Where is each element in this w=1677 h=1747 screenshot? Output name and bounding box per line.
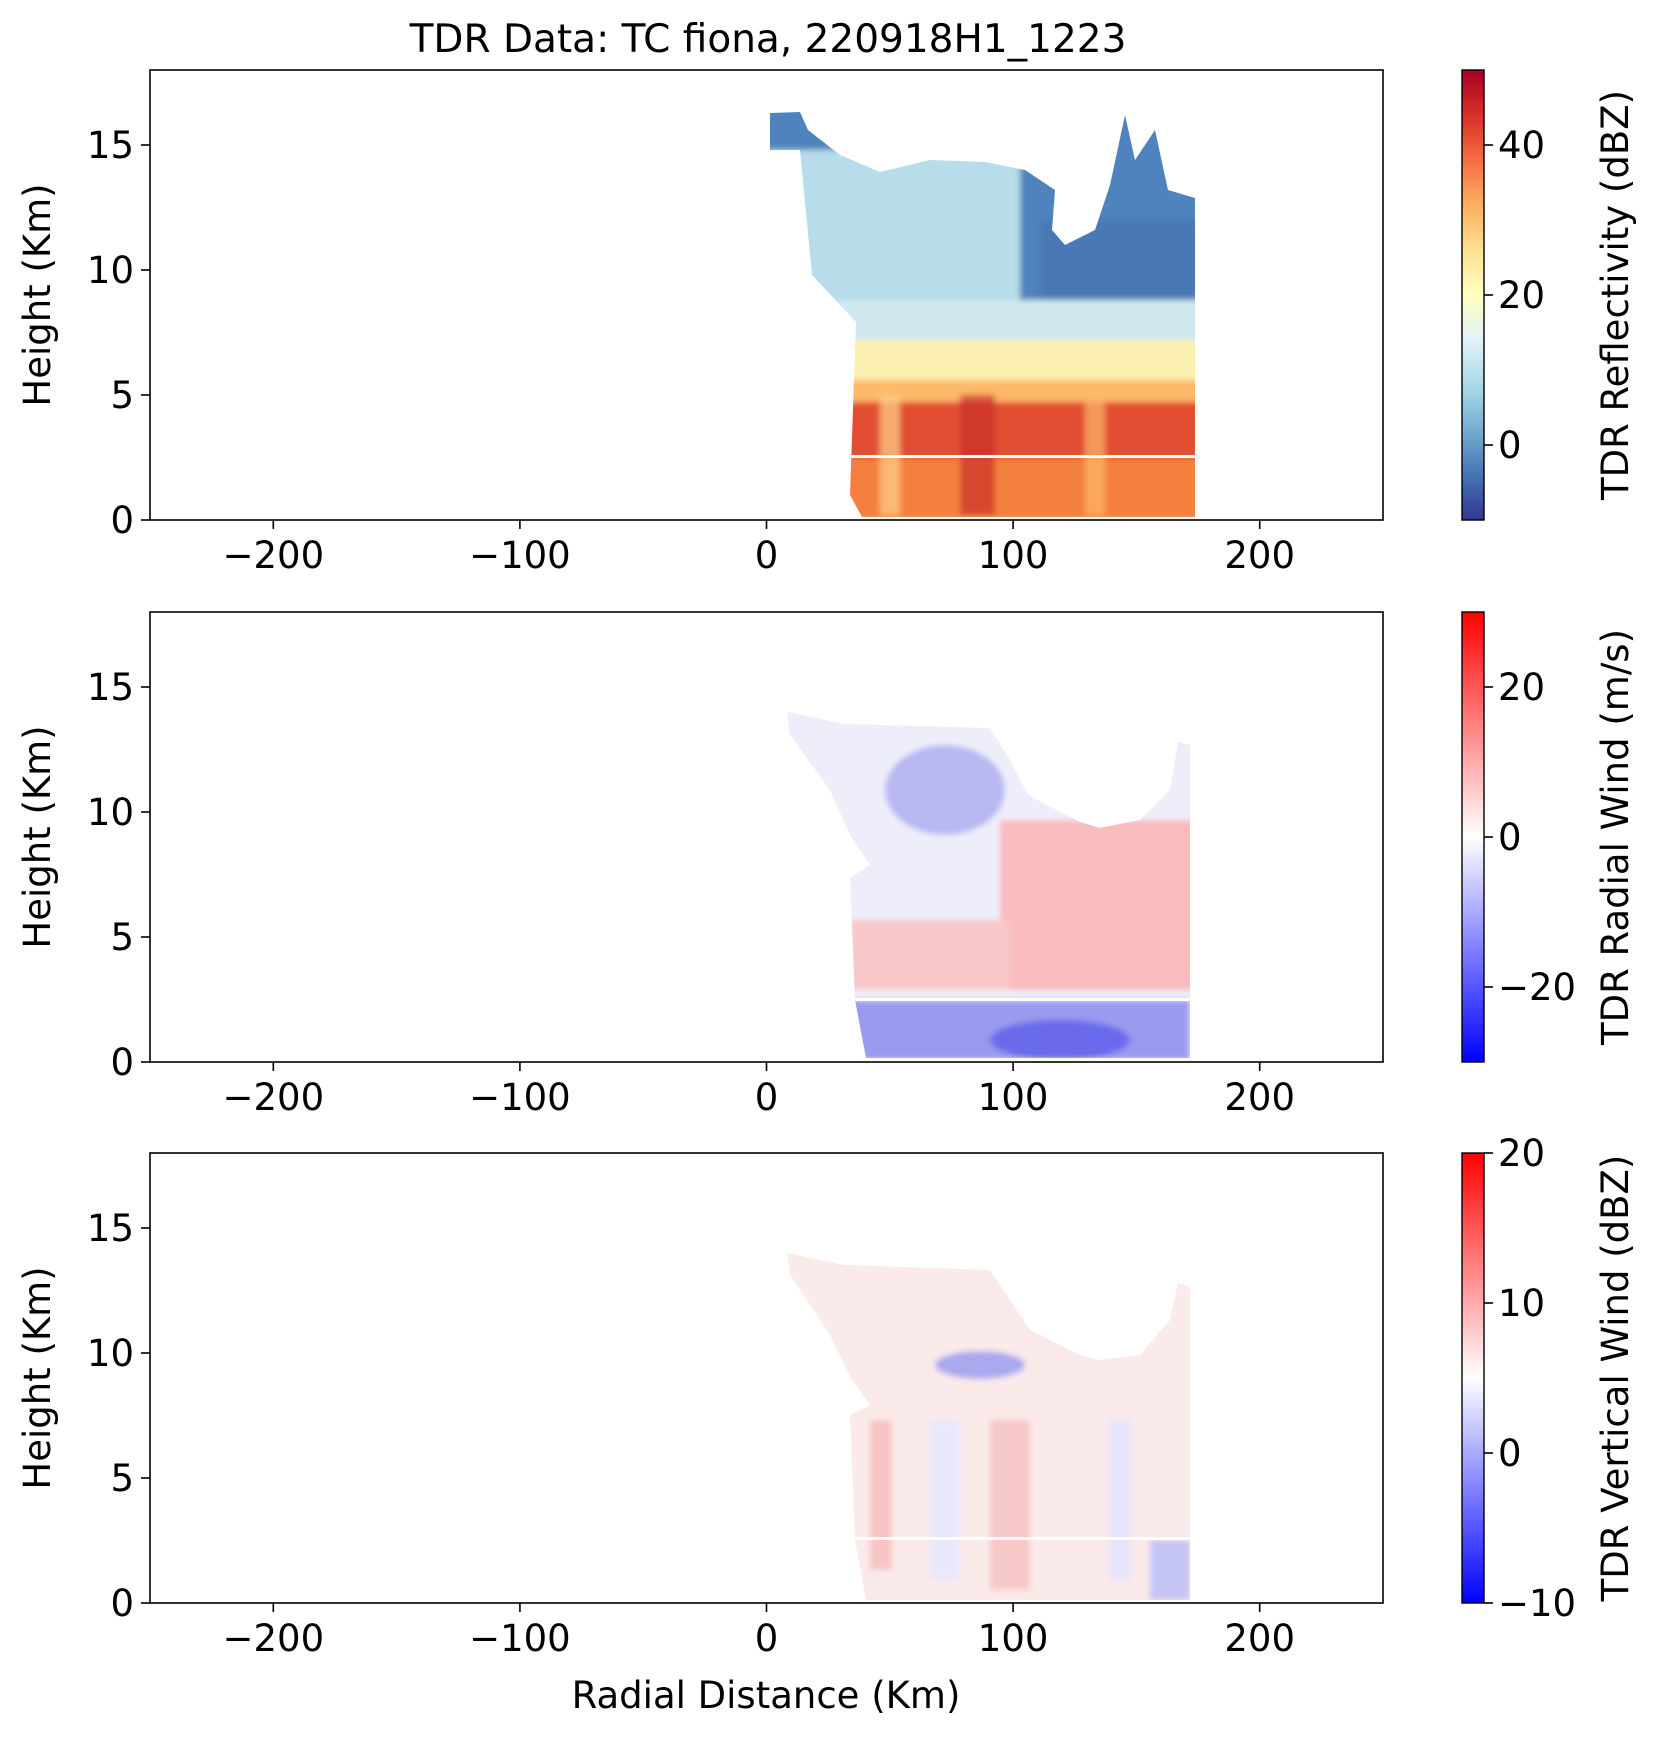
y-axis-label: Height (Km)	[16, 1266, 59, 1489]
x-tick-label: 0	[755, 1076, 779, 1119]
radial-wind-field	[787, 712, 1190, 1058]
x-tick-label: −200	[222, 1076, 324, 1119]
colorbar-label: TDR Radial Wind (m/s)	[1594, 629, 1637, 1046]
x-axis-label: Radial Distance (Km)	[572, 1674, 961, 1717]
y-tick-label: 0	[110, 1582, 134, 1625]
x-tick-label: 0	[755, 534, 779, 577]
y-tick-label: 10	[87, 249, 134, 292]
y-tick-label: 5	[110, 1457, 134, 1500]
y-tick-label: 0	[110, 1041, 134, 1084]
axes-ticks: −200 −100 0 100 200 0 5 10 15	[87, 1207, 1295, 1660]
y-tick-label: 15	[87, 666, 134, 709]
y-axis-label: Height (Km)	[16, 183, 59, 406]
colorbar-tick-label: 0	[1498, 1432, 1522, 1475]
x-tick-label: −200	[222, 1617, 324, 1660]
x-tick-label: 100	[978, 1076, 1049, 1119]
colorbar-tick-label: 0	[1498, 816, 1522, 859]
colorbar-tick-label: 20	[1498, 274, 1545, 317]
y-tick-label: 0	[110, 499, 134, 542]
colorbar-tick-label: −20	[1498, 966, 1576, 1009]
colorbar-tick-label: 20	[1498, 1132, 1545, 1175]
y-tick-label: 15	[87, 124, 134, 167]
plot-frame	[149, 69, 1384, 521]
y-tick-label: 10	[87, 791, 134, 834]
x-tick-label: 100	[978, 1617, 1049, 1660]
axes-ticks: −200 −100 0 100 200 0 5 10 15	[87, 666, 1295, 1119]
colorbar-vertical-wind: −10 0 10 20	[1461, 1132, 1576, 1625]
colorbar-label: TDR Vertical Wind (dBZ)	[1594, 1155, 1637, 1603]
x-tick-label: −100	[469, 1076, 571, 1119]
y-tick-label: 10	[87, 1332, 134, 1375]
x-tick-label: 100	[978, 534, 1049, 577]
colorbar-tick-label: 40	[1498, 124, 1545, 167]
figure-title: TDR Data: TC fiona, 220918H1_1223	[409, 17, 1127, 62]
x-tick-label: −100	[469, 1617, 571, 1660]
x-tick-label: 200	[1224, 1076, 1295, 1119]
y-tick-label: 5	[110, 374, 134, 417]
colorbar-tick-label: 20	[1498, 666, 1545, 709]
x-tick-label: −200	[222, 534, 324, 577]
colorbar-tick-label: −10	[1498, 1582, 1576, 1625]
y-tick-label: 5	[110, 916, 134, 959]
colorbar-label: TDR Reflectivity (dBZ)	[1594, 90, 1637, 501]
colorbar-tick-label: 10	[1498, 1282, 1545, 1325]
colorbar-radial-wind: −20 0 20	[1461, 611, 1576, 1063]
y-axis-label: Height (Km)	[16, 725, 59, 948]
reflectivity-field	[770, 112, 1195, 517]
x-tick-label: 0	[755, 1617, 779, 1660]
plot-frame	[149, 1152, 1384, 1604]
axes-ticks: −200 −100 0 100 200 0 5 10 15	[87, 124, 1295, 577]
vertical-wind-field	[787, 1253, 1190, 1600]
x-tick-label: 200	[1224, 1617, 1295, 1660]
colorbar-reflectivity: 0 20 40	[1461, 69, 1545, 521]
x-tick-label: 200	[1224, 534, 1295, 577]
plot-frame	[149, 611, 1384, 1063]
colorbar-tick-label: 0	[1498, 424, 1522, 467]
y-tick-label: 15	[87, 1207, 134, 1250]
x-tick-label: −100	[469, 534, 571, 577]
